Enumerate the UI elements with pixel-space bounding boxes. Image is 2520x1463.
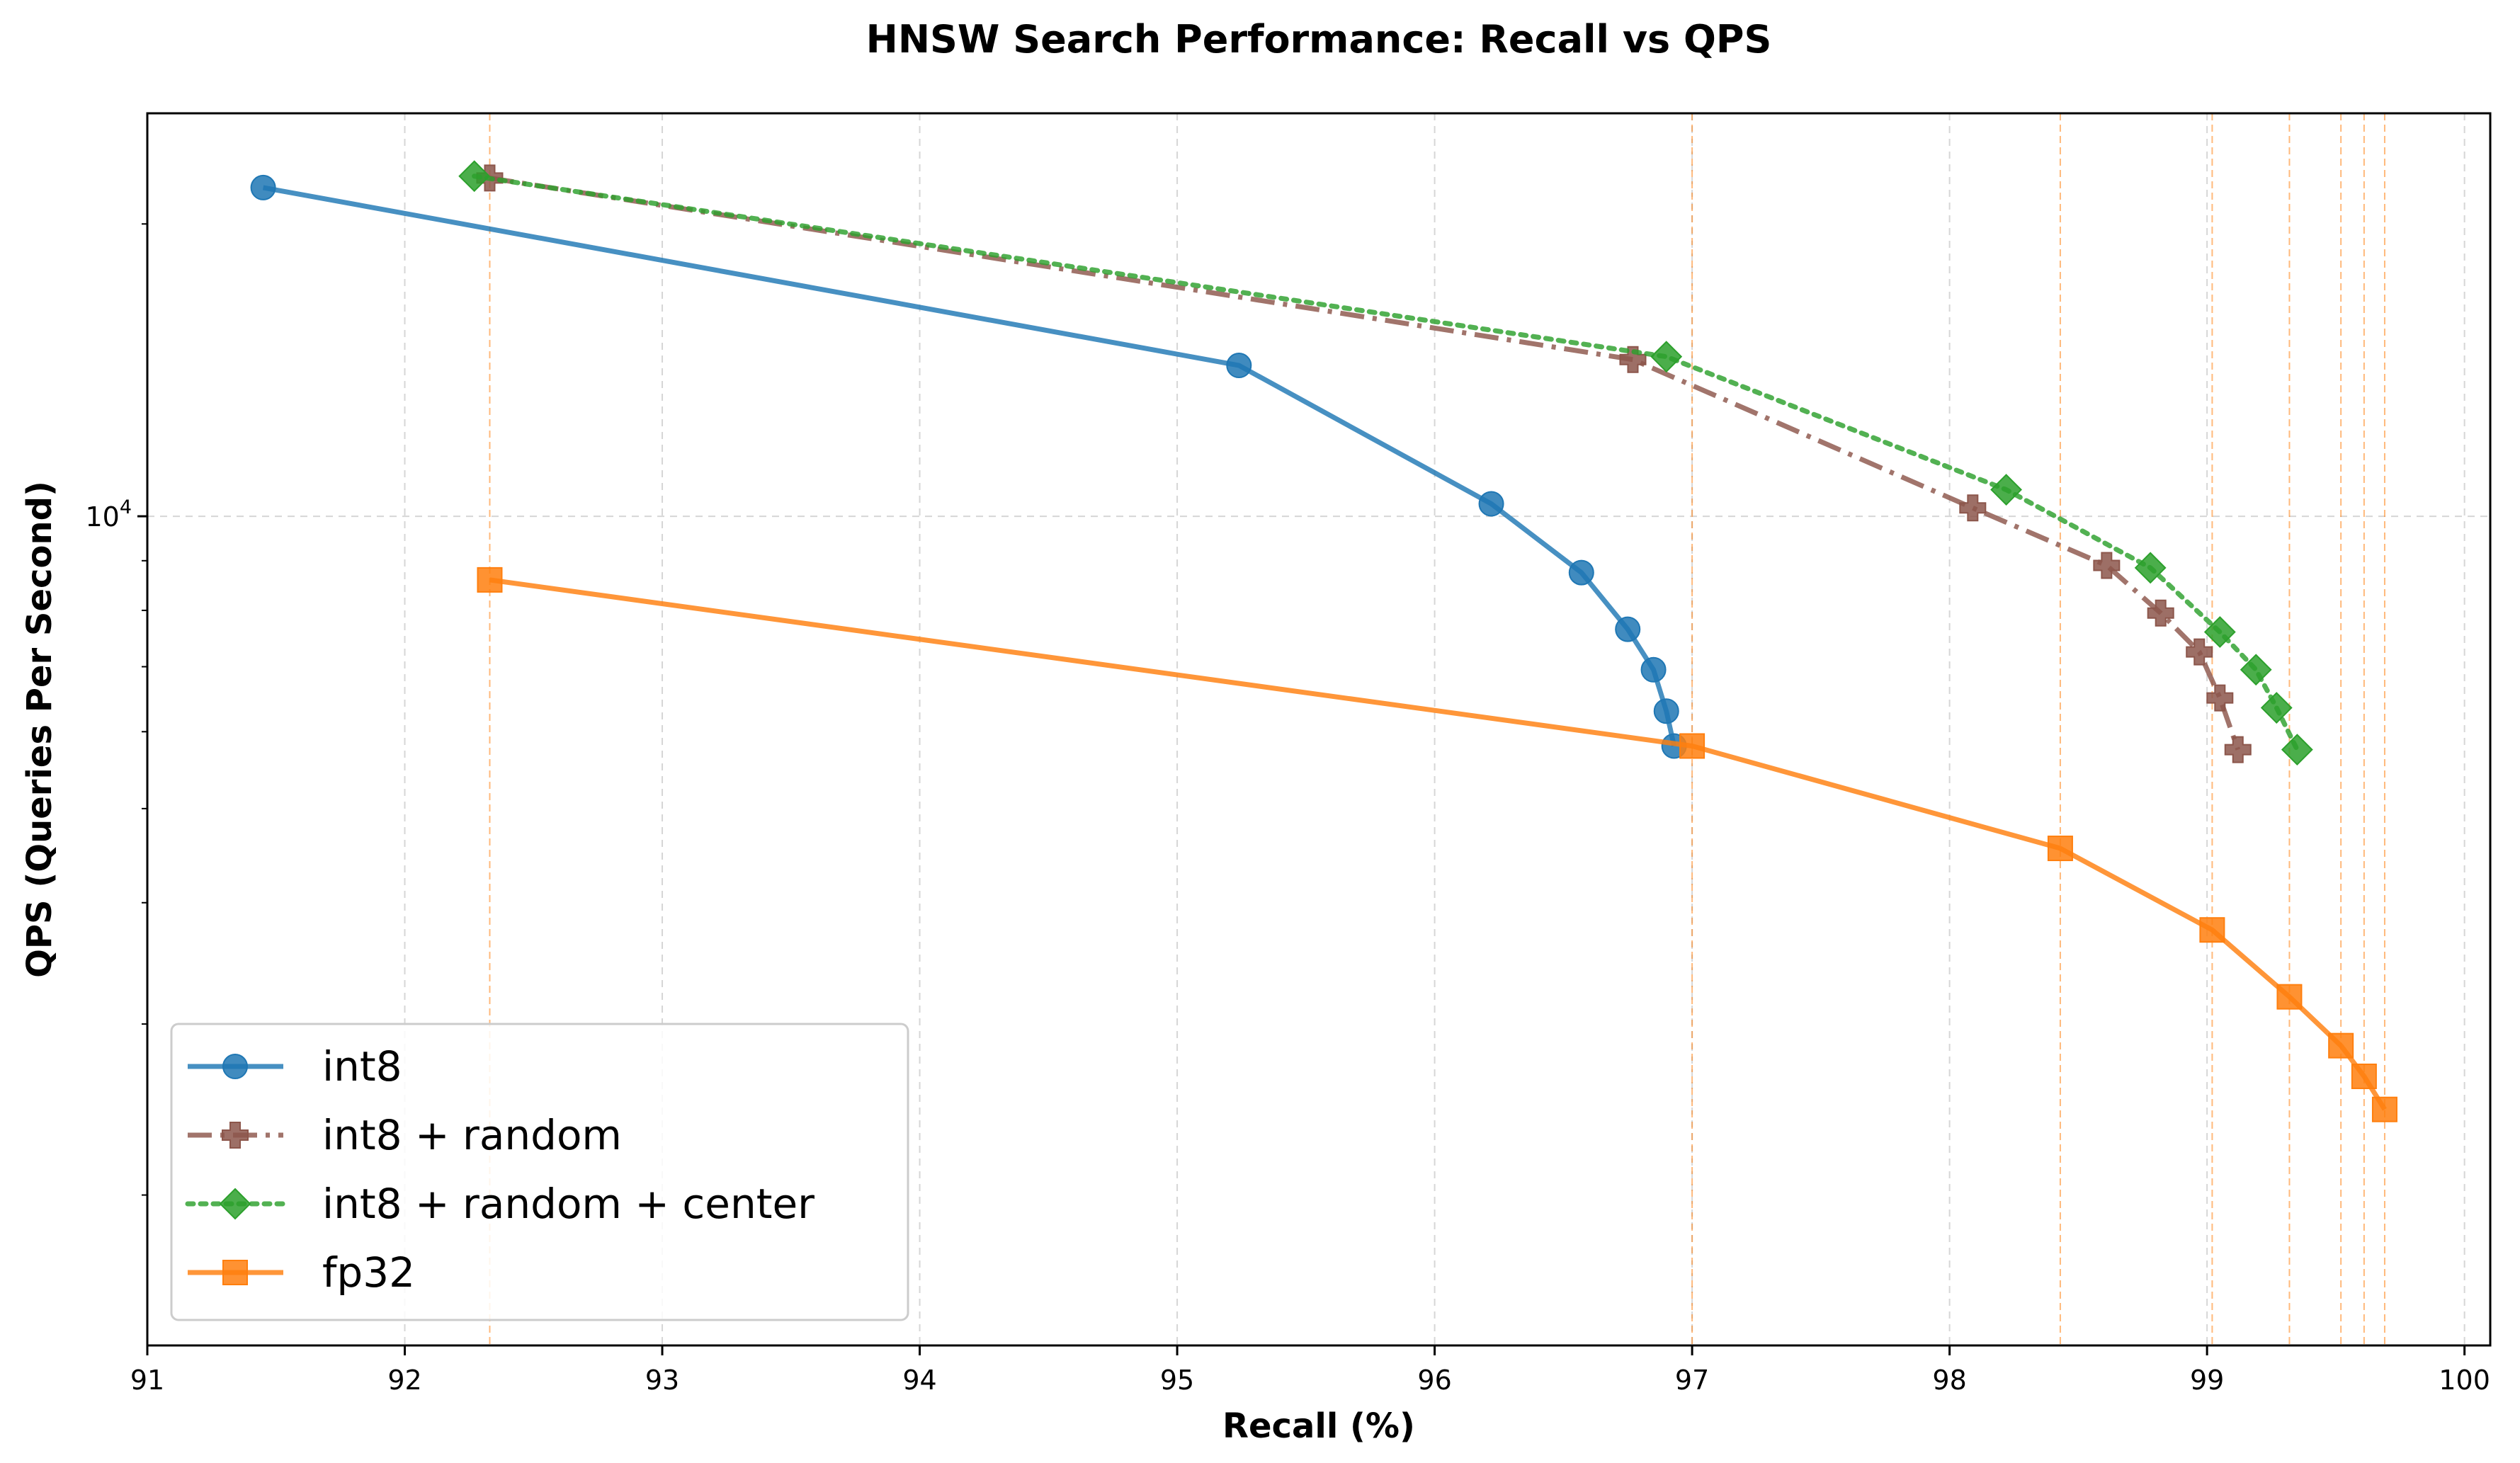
legend-swatch-marker — [222, 1260, 248, 1285]
x-tick-label: 91 — [130, 1365, 164, 1396]
data-point-int8-random-center — [458, 160, 491, 193]
data-point-int8-random — [2147, 599, 2174, 627]
data-point-int8-random — [2224, 736, 2252, 763]
x-tick-label: 98 — [1932, 1365, 1966, 1396]
data-point-int8-random-center — [2260, 692, 2293, 724]
data-point-int8-random — [2186, 638, 2213, 666]
series-int8-random-center — [458, 160, 2313, 766]
legend-swatch-marker — [222, 1054, 248, 1079]
legend-swatch-marker — [219, 1188, 251, 1220]
legend-item-int8-random-center: int8 + random + center — [185, 1180, 815, 1228]
x-tick-label: 99 — [2190, 1365, 2224, 1396]
series-layer — [250, 160, 2397, 1122]
legend-label: int8 — [322, 1042, 402, 1091]
data-point-int8 — [1640, 656, 1667, 683]
legend-label: fp32 — [322, 1248, 415, 1297]
data-point-int8-random-center — [2240, 654, 2272, 686]
data-point-int8 — [250, 174, 276, 200]
data-point-int8-random-center — [1650, 341, 1683, 373]
x-tick-label: 95 — [1160, 1365, 1194, 1396]
data-point-fp32 — [2047, 836, 2073, 862]
data-point-fp32 — [2328, 1032, 2354, 1059]
legend: int8 int8 + random int8 + random + center f… — [170, 1023, 909, 1321]
x-tick-label: 97 — [1675, 1365, 1709, 1396]
legend-label: int8 + random + center — [322, 1180, 815, 1228]
vertical-reference-lines — [489, 113, 2385, 1345]
data-point-int8-random — [2093, 552, 2121, 579]
y-axis-label: QPS (Queries Per Second) — [20, 481, 59, 978]
legend-item-fp32: fp32 — [188, 1248, 415, 1297]
data-point-fp32 — [2276, 984, 2303, 1010]
data-point-int8 — [1615, 616, 1641, 642]
x-axis-ticks: 91 92 93 94 95 96 97 98 99 100 — [130, 1345, 2490, 1396]
legend-box — [170, 1023, 909, 1321]
y-tick-label: 104 — [85, 496, 132, 533]
x-tick-label: 96 — [1417, 1365, 1451, 1396]
x-tick-label: 92 — [387, 1365, 421, 1396]
data-point-int8 — [1568, 559, 1594, 586]
data-point-int8-random — [1959, 494, 1987, 522]
data-point-fp32 — [2351, 1063, 2377, 1089]
data-point-int8-random-center — [2203, 616, 2236, 648]
chart-title: HNSW Search Performance: Recall vs QPS — [866, 17, 1772, 62]
x-tick-label: 94 — [902, 1365, 936, 1396]
data-point-int8 — [1478, 491, 1504, 517]
plot-frame — [146, 112, 2492, 1347]
data-point-int8-random-center — [2134, 552, 2167, 584]
y-axis-ticks: 104 — [85, 223, 147, 1196]
data-point-int8-random-center — [1990, 474, 2023, 506]
data-point-fp32 — [2371, 1096, 2397, 1122]
data-point-fp32 — [477, 567, 503, 593]
legend-label: int8 + random — [322, 1111, 622, 1159]
x-tick-label: 100 — [2439, 1365, 2490, 1396]
data-point-int8-random-center — [2281, 734, 2313, 766]
x-tick-label: 93 — [645, 1365, 679, 1396]
legend-item-int8: int8 — [188, 1042, 402, 1091]
data-point-int8-random — [2206, 684, 2234, 712]
x-axis-label: Recall (%) — [1222, 1406, 1415, 1446]
series-line-int8-random — [489, 175, 2241, 751]
legend-swatch-marker — [222, 1122, 249, 1149]
data-point-int8 — [1653, 698, 1679, 724]
legend-item-int8-random: int8 + random — [188, 1111, 622, 1159]
data-point-fp32 — [1679, 733, 1705, 759]
series-fp32 — [477, 567, 2397, 1122]
data-point-fp32 — [2199, 917, 2225, 943]
data-point-int8 — [1226, 353, 1252, 379]
